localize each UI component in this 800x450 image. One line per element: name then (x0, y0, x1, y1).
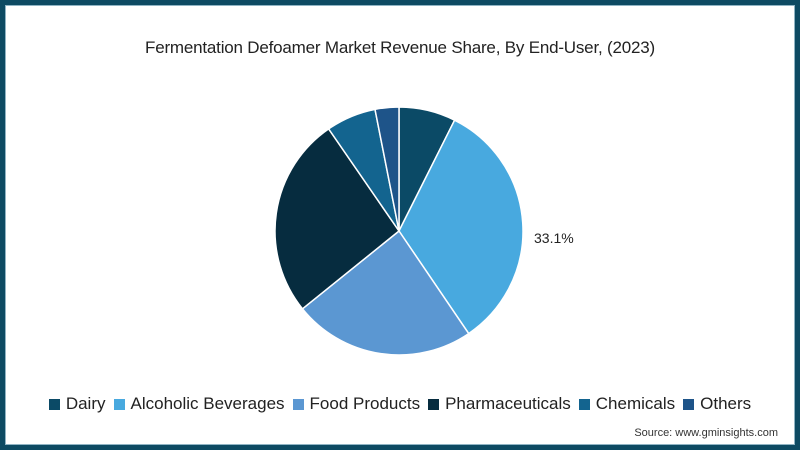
legend-item-chemicals: Chemicals (578, 394, 675, 414)
pie-slice-alcoholic-beverages (398, 119, 524, 335)
chart-title: Fermentation Defoamer Market Revenue Sha… (145, 38, 655, 57)
legend-swatch-icon (578, 398, 590, 410)
slice-label-alcoholic-beverages: 33.1% (534, 230, 574, 246)
legend-item-others: Others (683, 394, 751, 414)
legend-item-food-products: Food Products (292, 394, 420, 414)
pie-slice-food-products (301, 229, 470, 356)
legend-swatch-icon (683, 398, 695, 410)
legend-item-alcoholic-beverages: Alcoholic Beverages (113, 394, 285, 414)
legend-swatch-icon (428, 398, 440, 410)
pie-slice-pharmaceuticals (274, 127, 401, 310)
legend-swatch-icon (113, 398, 125, 410)
legend-item-dairy: Dairy (48, 394, 106, 414)
legend-item-pharmaceuticals: Pharmaceuticals (428, 394, 571, 414)
legend-swatch-icon (292, 398, 304, 410)
source-credit: Source: www.gminsights.com (634, 427, 778, 439)
legend-swatch-icon (48, 398, 60, 410)
chart-legend: Dairy Alcoholic Beverages Food Products … (0, 394, 800, 414)
pie-slice-others (374, 106, 400, 232)
